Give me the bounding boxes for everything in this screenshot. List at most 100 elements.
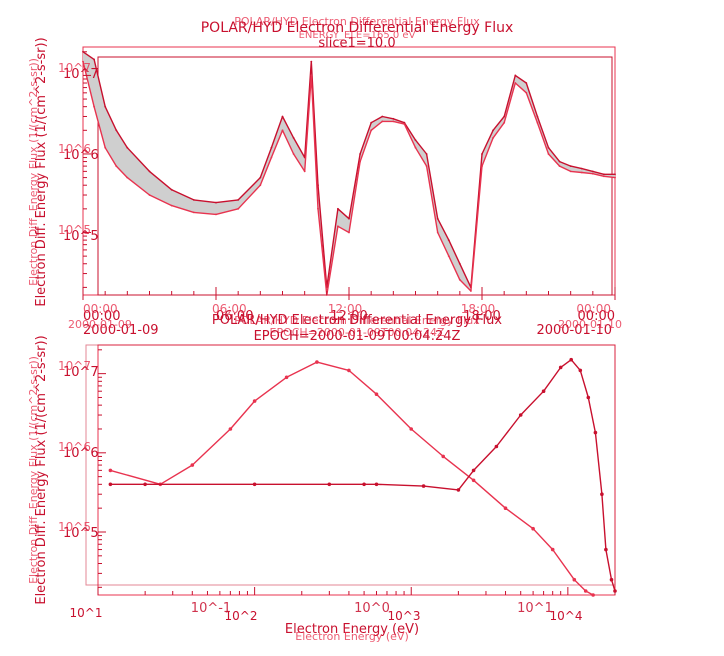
- x-tick-label: 00:00: [578, 309, 615, 324]
- chart-title: POLAR/HYD Electron Differential Energy F…: [201, 20, 514, 36]
- data-point: [614, 173, 616, 176]
- x-tick-label: 00:00: [83, 309, 120, 324]
- data-point: [310, 74, 313, 77]
- data-point: [93, 58, 95, 61]
- data-point: [600, 492, 604, 497]
- x-tick-label: 18:00: [463, 309, 500, 324]
- data-point: [370, 129, 373, 132]
- data-point: [580, 167, 583, 170]
- data-point: [550, 547, 555, 552]
- data-point: [381, 120, 384, 123]
- data-point: [270, 146, 273, 149]
- x-tick-label: 06:00: [216, 309, 253, 324]
- chart-subtitle-ghost: ENERGY_ELE=165.0 eV: [299, 30, 416, 41]
- y-tick-label: 10^6: [63, 148, 99, 163]
- data-point: [317, 184, 319, 187]
- data-point: [481, 153, 483, 155]
- axis-ticks: [97, 349, 616, 595]
- data-point: [525, 82, 528, 84]
- data-point: [414, 139, 417, 142]
- data-point: [281, 129, 284, 132]
- data-point: [603, 173, 605, 176]
- data-point: [409, 427, 414, 431]
- data-point: [170, 188, 173, 191]
- data-point: [337, 207, 339, 210]
- x-date-label: 2000-01-09: [83, 323, 159, 338]
- x-tick-label: 10^3: [388, 609, 421, 623]
- data-point: [190, 463, 195, 467]
- x-tick-label-ghost: 06:00: [212, 302, 247, 316]
- x-date-label: 2000-01-10: [536, 323, 612, 338]
- x-tick-label-ghost: 10^1: [517, 601, 553, 616]
- data-point: [374, 482, 379, 487]
- x-tick-label-ghost: 18:00: [461, 302, 496, 316]
- chart-subtitle-ghost: EPOCH=2000-01-09T00:04:24Z: [270, 326, 445, 339]
- data-point: [108, 468, 113, 473]
- data-point: [348, 231, 350, 234]
- data-point: [518, 413, 523, 417]
- data-point: [531, 526, 535, 531]
- data-point: [421, 484, 426, 488]
- data-point: [148, 170, 151, 173]
- data-point: [104, 146, 107, 149]
- x-tick-label: 12:00: [330, 309, 367, 324]
- chart-title-ghost: POLAR/HYD Electron Differential Energy F…: [234, 15, 480, 28]
- data-point: [447, 255, 450, 257]
- data-point: [591, 172, 594, 175]
- data-point: [370, 121, 373, 124]
- data-point: [583, 589, 588, 593]
- data-point: [392, 120, 395, 123]
- data-point: [586, 395, 591, 400]
- y-tick-label-ghost: 10^5: [58, 223, 91, 237]
- data-point: [591, 593, 595, 597]
- data-point: [425, 153, 428, 155]
- data-point: [259, 176, 262, 179]
- x-tick-label-ghost: 12:00: [328, 302, 363, 316]
- panel-energy-spectrum: POLAR/HYD Electron Differential Energy F…: [27, 313, 617, 643]
- data-point: [558, 160, 561, 163]
- series-lines: [82, 50, 616, 296]
- x-tick-label: 10^4: [550, 609, 583, 623]
- data-point: [514, 82, 517, 84]
- data-point: [93, 105, 95, 108]
- data-point: [525, 91, 528, 94]
- data-point: [126, 146, 129, 149]
- data-point: [192, 199, 195, 201]
- data-point: [126, 176, 129, 179]
- data-point: [359, 160, 361, 163]
- chart-subtitle: EPOCH=2000-01-09T00:04:24Z: [254, 329, 461, 344]
- data-point: [362, 482, 366, 487]
- data-point: [536, 115, 539, 118]
- data-point: [471, 468, 476, 473]
- data-point: [104, 105, 107, 108]
- x-tick-label-ghost: 00:00: [576, 302, 611, 316]
- series-line-2: [82, 61, 616, 296]
- data-point: [115, 129, 118, 132]
- series-line-1: [110, 361, 594, 596]
- data-point: [237, 207, 240, 210]
- data-point: [348, 217, 350, 220]
- data-point: [82, 60, 84, 63]
- data-point: [503, 506, 508, 511]
- y-tick-label: 10^7: [63, 365, 99, 380]
- data-point: [337, 225, 339, 228]
- data-point: [456, 488, 461, 492]
- y-tick-label-ghost: 10^7: [58, 61, 91, 75]
- data-point: [458, 262, 461, 265]
- data-point: [494, 444, 499, 449]
- x-tick-label: 10^1: [70, 606, 103, 620]
- data-point: [569, 357, 573, 362]
- data-point: [215, 213, 217, 216]
- y-axis-label-ghost: Electron Diff. Energy Flux (1/(cm^2-s-sr…: [27, 356, 40, 584]
- data-point: [315, 360, 319, 364]
- data-point: [580, 171, 583, 174]
- data-point: [441, 454, 446, 459]
- x-date-label-ghost: 2000-01-10: [558, 318, 622, 331]
- data-point: [569, 170, 572, 173]
- data-point: [215, 201, 217, 204]
- data-point: [310, 60, 313, 63]
- data-point: [148, 194, 151, 196]
- data-point: [470, 290, 472, 292]
- data-point: [237, 199, 240, 201]
- data-point: [503, 115, 506, 118]
